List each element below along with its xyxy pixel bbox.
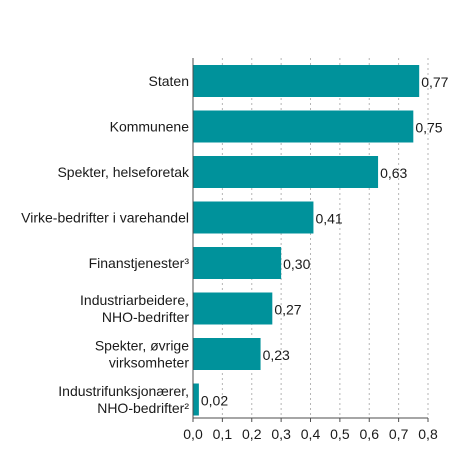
bar-0 <box>193 65 420 97</box>
bar-5 <box>193 292 273 325</box>
value-label-7: 0,02 <box>201 393 228 409</box>
x-tick-label-4: 0,4 <box>301 426 321 442</box>
labels: 0,77 Staten 0,75 Kommunene 0,63 Spekter, hels… <box>21 73 448 442</box>
category-label-3: Virke-bedrifter i varehandel <box>21 210 189 226</box>
x-tick-label-3: 0,3 <box>271 426 291 442</box>
x-tick-label-6: 0,6 <box>360 426 380 442</box>
value-label-4: 0,30 <box>283 256 310 272</box>
category-label-4: Finanstjenester³ <box>89 255 190 271</box>
x-tick-label-5: 0,5 <box>330 426 350 442</box>
value-label-0: 0,77 <box>421 74 448 90</box>
category-label-6: Spekter, øvrige virksomheter <box>95 338 189 371</box>
bar-4 <box>193 247 282 279</box>
bar-2 <box>193 156 379 188</box>
x-tick-label-8: 0,8 <box>418 426 438 442</box>
bar-1 <box>193 110 414 143</box>
bar-7 <box>193 383 199 416</box>
bars <box>193 65 420 416</box>
value-label-3: 0,41 <box>315 211 342 227</box>
value-label-2: 0,63 <box>380 165 407 181</box>
axes <box>192 58 429 422</box>
value-label-5: 0,27 <box>274 302 301 318</box>
x-tick-label-0: 0,0 <box>183 426 203 442</box>
category-label-1: Kommunene <box>110 119 190 135</box>
category-label-0: Staten <box>149 73 189 89</box>
value-label-1: 0,75 <box>415 120 442 136</box>
x-tick-label-2: 0,2 <box>242 426 262 442</box>
bar-6 <box>193 338 261 370</box>
category-label-5: Industriarbeidere, NHO-bedrifter <box>80 292 189 325</box>
x-tick-label-1: 0,1 <box>213 426 233 442</box>
category-label-7: Industrifunksjonærer, NHO-bedrifter² <box>58 383 189 416</box>
bar-3 <box>193 201 314 234</box>
value-label-6: 0,23 <box>263 347 290 363</box>
category-label-2: Spekter, helseforetak <box>57 164 190 180</box>
x-tick-label-7: 0,7 <box>389 426 409 442</box>
